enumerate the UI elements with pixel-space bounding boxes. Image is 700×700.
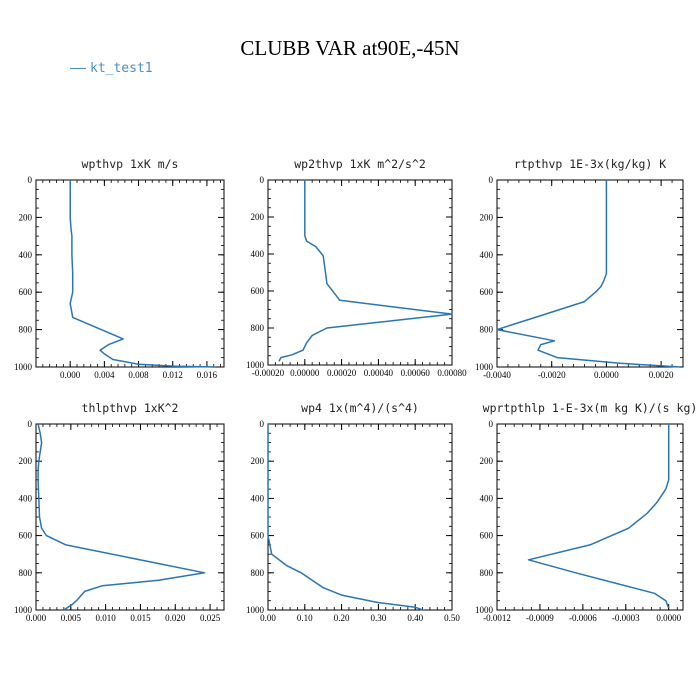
y-tick-label: 800 [480,568,494,578]
panel-2: wp2thvp 1xK m^2/s^2 -0.00020 0.00000 0.0002… [246,157,467,378]
panel-6: wprtpthlp 1-E-3x(m kg K)/(s kg) -0.0012 -0… [475,401,697,623]
x-tick-label: 0.00 [260,613,276,623]
y-tick-label: 400 [19,493,33,503]
panel-5: wp4 1x(m^4)/(s^4) 0.00 0.10 0.20 0.30 0.40 0.5… [246,401,460,623]
y-tick-label: 200 [251,456,265,466]
y-tick-label: 800 [480,325,494,335]
x-tick-label: 0.012 [163,370,183,380]
y-tick-label: 400 [251,249,265,259]
x-tick-label: 0.008 [128,370,149,380]
y-tick-label: 200 [480,212,494,222]
x-tick-label: 0.015 [130,613,151,623]
x-tick-label: 0.000 [60,370,81,380]
x-tick-label: 0.000 [26,613,47,623]
x-tick-label: -0.0040 [483,370,511,380]
y-tick-label: 800 [251,323,265,333]
x-tick-label: 0.005 [61,613,82,623]
legend-label: kt_test1 [90,61,153,76]
y-tick-label: 1000 [246,605,265,615]
x-tick-label: 0.016 [197,370,218,380]
series-line [278,180,453,362]
y-tick-label: 400 [480,493,494,503]
y-tick-label: 800 [19,325,33,335]
x-tick-label: 0.00020 [327,368,357,378]
y-tick-label: 600 [480,287,494,297]
x-tick-label: 0.00080 [437,368,467,378]
plot-frame [496,423,684,611]
x-tick-label: 0.0000 [656,613,681,623]
y-tick-label: 600 [19,287,33,297]
x-tick-label: 0.00000 [290,368,320,378]
x-tick-label: -0.0009 [526,613,554,623]
legend-swatch [70,68,86,69]
y-tick-label: 400 [19,250,33,260]
plot-frame [496,179,684,368]
x-tick-label: 0.025 [200,613,221,623]
y-tick-label: 400 [251,493,265,503]
x-tick-label: 0.40 [407,613,423,623]
panel-title: wprtpthlp 1-E-3x(m kg K)/(s kg) [483,401,698,415]
y-tick-label: 200 [19,212,33,222]
x-tick-label: 0.30 [371,613,387,623]
y-tick-label: 0 [260,175,265,185]
y-tick-label: 0 [28,419,33,429]
y-tick-label: 200 [480,456,494,466]
y-tick-label: 1000 [14,362,33,372]
x-tick-label: -0.0020 [538,370,566,380]
x-tick-label: 0.00040 [364,368,394,378]
y-tick-label: 0 [489,175,494,185]
y-tick-label: 1000 [246,360,265,370]
panel-4: thlpthvp 1xK^2 0.000 0.005 0.010 0.015 0.020 0… [14,401,225,623]
x-tick-label: -0.0012 [483,613,511,623]
y-tick-label: 600 [251,531,265,541]
y-tick-label: 0 [489,419,494,429]
panel-title: rtpthvp 1E-3x(kg/kg) K [514,157,666,171]
y-tick-label: 1000 [475,362,494,372]
series-line [496,180,681,368]
y-tick-label: 0 [28,175,33,185]
y-tick-label: 0 [260,419,265,429]
x-tick-label: 0.0020 [649,370,674,380]
plot-frame [267,179,453,366]
y-tick-label: 1000 [14,605,33,615]
series-line [267,424,423,611]
x-tick-label: -0.00020 [252,368,285,378]
panel-1: wpthvp 1xK m/s 0.000 0.004 0.008 0.012 0.016 0… [14,157,225,380]
plot-frame [35,423,225,611]
panel-3: rtpthvp 1E-3x(kg/kg) K -0.0040 -0.0020 0.00… [475,157,684,380]
x-tick-label: 0.0000 [594,370,619,380]
y-tick-label: 600 [480,531,494,541]
panel-title: wp2thvp 1xK m^2/s^2 [294,157,426,171]
y-tick-label: 800 [19,568,33,578]
y-tick-label: 1000 [475,605,494,615]
x-tick-label: 0.004 [94,370,115,380]
x-tick-label: 0.010 [96,613,117,623]
plot-frame [35,179,225,368]
y-tick-label: 600 [19,531,33,541]
x-tick-label: 0.20 [334,613,350,623]
y-tick-label: 200 [251,212,265,222]
x-tick-label: -0.0006 [569,613,597,623]
x-tick-label: 0.020 [165,613,186,623]
x-tick-label: 0.00060 [401,368,431,378]
series-line [37,423,206,611]
panel-title: thlpthvp 1xK^2 [82,401,179,415]
series-line [69,180,216,368]
plot-frame [267,423,453,611]
legend: kt_test1 [70,61,153,76]
y-tick-label: 600 [251,286,265,296]
y-tick-label: 400 [480,250,494,260]
x-tick-label: 0.10 [297,613,313,623]
x-tick-label: -0.0003 [612,613,640,623]
chart-title: CLUBB VAR at90E,-45N [240,36,460,60]
panel-title: wpthvp 1xK m/s [82,157,179,171]
panel-title: wp4 1x(m^4)/(s^4) [301,401,419,415]
y-tick-label: 200 [19,456,33,466]
series-line [527,424,670,609]
y-tick-label: 800 [251,568,265,578]
x-tick-label: 0.50 [444,613,460,623]
